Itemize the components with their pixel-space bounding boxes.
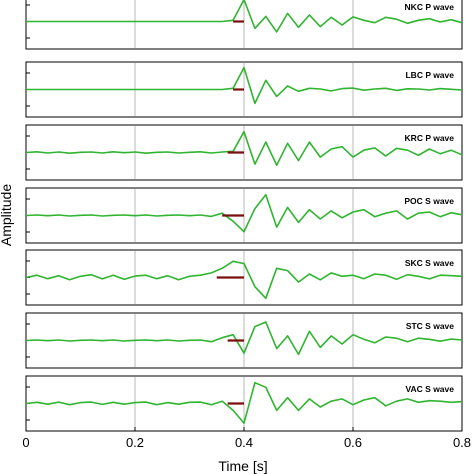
panel-4: POC S wave [25,187,463,244]
panel-label: SKC S wave [405,258,454,268]
panel-6: STC S wave [25,312,463,369]
panel-label: VAC S wave [405,384,454,394]
x-axis: 0 0.2 0.4 0.6 0.8 [22,427,471,450]
waveform-trace [26,66,463,105]
waveform-trace [25,193,463,233]
x-axis-label: Time [s] [218,458,267,474]
waveform-trace [25,260,463,300]
waveform-trace [26,0,463,33]
panel-label: POC S wave [404,196,454,206]
panel-5: SKC S wave [25,249,463,306]
x-tick-label: 0.8 [453,435,471,450]
waveform-trace [25,321,463,356]
y-axis-label: Amplitude [0,184,14,246]
panel-1: NKC P wave [25,0,463,50]
waveform-trace [25,130,463,166]
waveform-trace [25,381,463,424]
panel-3: KRC P wave [25,124,463,181]
x-tick-label: 0.4 [235,435,253,450]
panel-7: VAC S wave [25,375,463,432]
x-tick-label: 0.2 [126,435,144,450]
panel-label: NKC P wave [405,2,455,12]
panels-group: NKC P wave LBC P wave KRC P wave POC S wave… [25,0,463,432]
x-tick-label: 0.6 [344,435,362,450]
panel-label: STC S wave [406,321,454,331]
panel-label: KRC P wave [405,133,455,143]
panel-label: LBC P wave [405,70,454,80]
panel-2: LBC P wave [25,61,463,118]
x-tick-label: 0 [22,435,29,450]
